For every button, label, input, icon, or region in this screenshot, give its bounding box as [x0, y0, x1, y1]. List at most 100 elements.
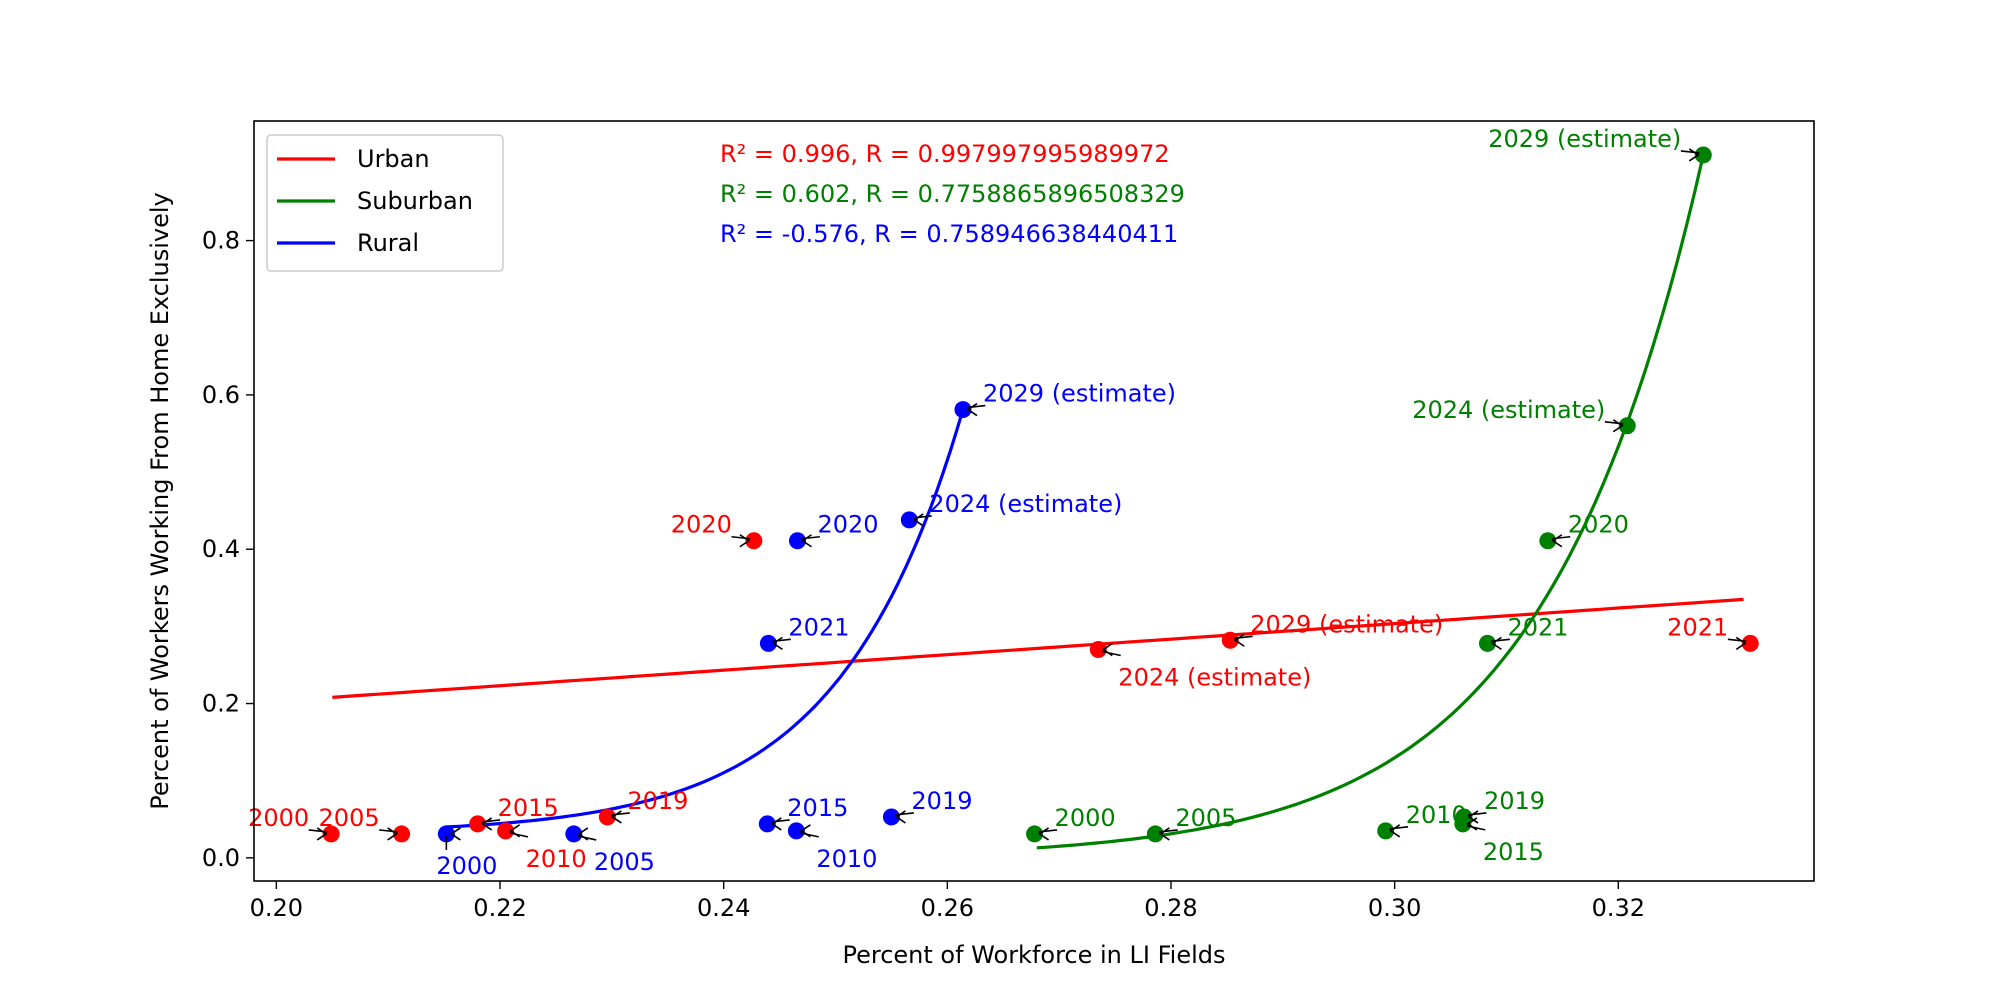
annotation-arrowhead [1233, 633, 1245, 647]
point-label: 2005 [319, 804, 380, 832]
point-label: 2020 [817, 511, 878, 539]
annotation-arrowhead [894, 810, 906, 824]
x-axis-label: Percent of Workforce in LI Fields [842, 941, 1225, 969]
annotation-arrowhead [1491, 636, 1502, 651]
data-point [1221, 631, 1239, 649]
point-label: 2024 (estimate) [1118, 664, 1311, 692]
regression-stat: R² = 0.602, R = 0.7758865896508329 [720, 180, 1185, 208]
data-point [954, 401, 972, 419]
annotation-arrow [800, 832, 819, 838]
point-label: 2019 [1484, 787, 1545, 815]
point-label: 2029 (estimate) [1250, 610, 1443, 638]
x-axis-ticks: 0.20 0.22 0.24 0.26 0.28 0.30 0.32 [250, 881, 1645, 922]
point-label: 2000 [436, 852, 497, 880]
plot-frame [253, 120, 1815, 882]
legend: Urban Suburban Rural [266, 134, 504, 272]
data-point [1455, 808, 1473, 826]
point-label: 2019 [627, 787, 688, 815]
data-point [565, 825, 583, 843]
annotation-arrow [509, 832, 529, 838]
y-tick-label: 0.2 [202, 690, 240, 718]
point-label: 2010 [1406, 801, 1467, 829]
point-label: 2021 [1667, 613, 1728, 641]
annotation-arrowhead [966, 402, 978, 417]
legend-label: Urban [357, 145, 430, 173]
point-label: 2010 [816, 845, 877, 873]
point-label: 2000 [1055, 804, 1116, 832]
annotation-arrowhead [481, 817, 493, 831]
annotation-arrowhead [387, 827, 399, 841]
annotation-arrowhead [316, 827, 328, 841]
data-point [1377, 822, 1395, 840]
point-label: 2015 [787, 794, 848, 822]
y-axis-label: Percent of Workers Working From Home Exc… [146, 192, 174, 810]
point-label: 2029 (estimate) [983, 380, 1176, 408]
point-label: 2029 (estimate) [1488, 125, 1681, 153]
regression-stat: R² = -0.576, R = 0.758946638440411 [720, 220, 1178, 248]
point-label: 2019 [911, 787, 972, 815]
data-point [1618, 417, 1636, 435]
data-point [787, 822, 805, 840]
data-point [437, 825, 455, 843]
point-label: 2021 [788, 613, 849, 641]
annotation-arrowhead [577, 827, 589, 841]
annotation-arrowhead [801, 534, 812, 548]
annotation-arrowhead [1612, 419, 1624, 433]
annotation-arrowhead [1101, 642, 1113, 657]
x-tick-label: 0.28 [1144, 894, 1197, 922]
x-tick-label: 0.26 [921, 894, 974, 922]
data-points [322, 146, 1759, 843]
annotation-arrowhead [1158, 827, 1170, 841]
annotation-arrowhead [1735, 636, 1747, 651]
annotation-arrowhead [1467, 810, 1479, 824]
y-tick-label: 0.6 [202, 381, 240, 409]
y-axis-ticks: 0.0 0.2 0.4 0.6 0.8 [202, 227, 254, 872]
data-point [1741, 634, 1759, 652]
data-point [745, 532, 763, 550]
regression-stat: R² = 0.996, R = 0.997997995989972 [720, 140, 1170, 168]
point-label: 2000 [248, 804, 309, 832]
y-tick-label: 0.0 [202, 844, 240, 872]
data-point [393, 825, 411, 843]
data-point [598, 808, 616, 826]
annotation-arrowhead [912, 513, 924, 527]
legend-box [266, 134, 504, 272]
y-tick-label: 0.8 [202, 227, 240, 255]
x-tick-label: 0.24 [697, 894, 750, 922]
annotation-arrowhead [449, 827, 461, 841]
data-point [882, 808, 900, 826]
data-point [1539, 532, 1557, 550]
annotation-arrowhead [1688, 148, 1700, 162]
data-point [788, 532, 806, 550]
annotation-arrowhead [799, 824, 811, 838]
point-label: 2005 [594, 848, 655, 876]
point-label: 2020 [1568, 511, 1629, 539]
point-label: 2015 [1483, 838, 1544, 866]
data-point [758, 815, 776, 833]
regression-stats: R² = 0.996, R = 0.997997995989972 R² = 0.… [720, 140, 1185, 248]
annotation-arrow [577, 835, 597, 841]
legend-label: Suburban [357, 187, 473, 215]
annotation-arrow [1466, 825, 1486, 831]
annotation-arrowhead [739, 534, 751, 548]
x-tick-label: 0.22 [473, 894, 526, 922]
data-point [497, 822, 515, 840]
annotation-arrowhead [771, 636, 783, 651]
point-label: 2010 [526, 845, 587, 873]
point-label: 2021 [1507, 613, 1568, 641]
point-label: 2005 [1175, 804, 1236, 832]
data-point [469, 815, 487, 833]
x-tick-label: 0.32 [1592, 894, 1645, 922]
trend-line-urban [332, 597, 1744, 699]
point-label: 2024 (estimate) [929, 490, 1122, 518]
annotation-arrowhead [509, 824, 521, 838]
point-label: 2020 [671, 511, 732, 539]
trend-line-rural [446, 409, 965, 829]
annotation-arrowhead [770, 817, 782, 831]
data-point [1089, 641, 1107, 659]
annotation-arrow [1102, 650, 1121, 657]
data-point [1146, 825, 1164, 843]
legend-label: Rural [357, 229, 419, 257]
